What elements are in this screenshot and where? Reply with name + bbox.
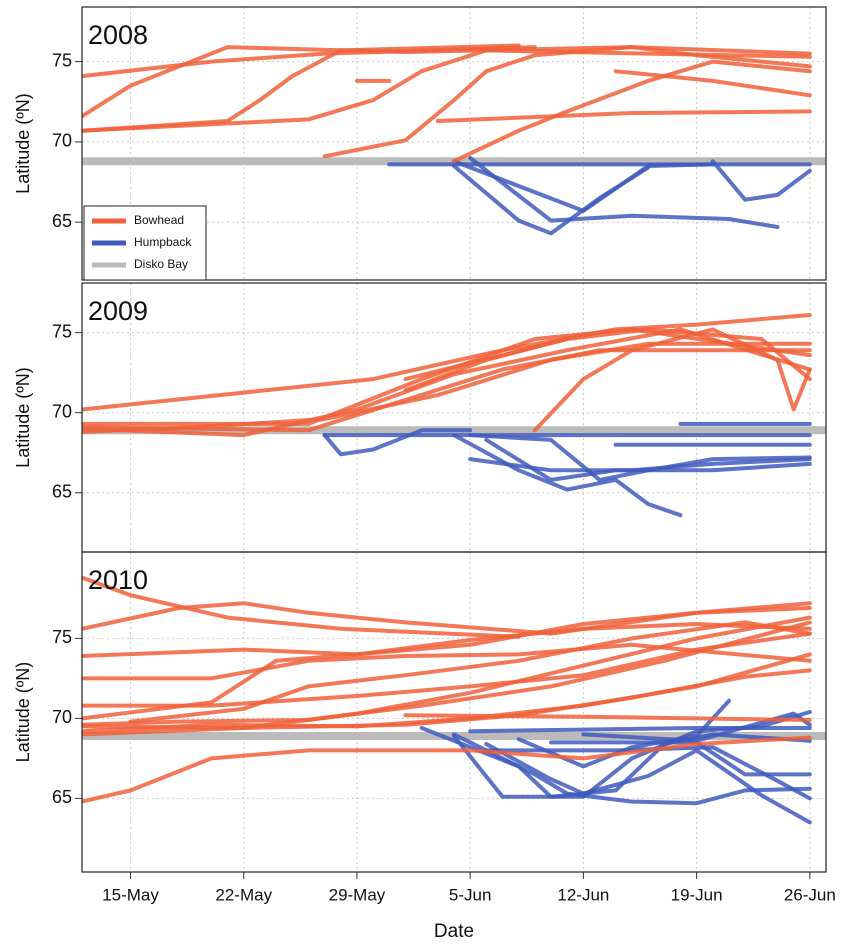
- track: [128, 620, 812, 724]
- panel-title: 2009: [88, 296, 148, 326]
- x-axis-label: Date: [434, 921, 474, 942]
- track: [468, 433, 812, 482]
- track: [484, 437, 812, 482]
- y-axis-label: Latitude (ºN): [13, 93, 33, 194]
- y-tick-label: 65: [52, 787, 72, 807]
- track: [82, 622, 812, 658]
- panel: 65 70 75 2009 Latitude (ºN): [13, 282, 827, 553]
- tracks: [82, 313, 826, 518]
- legend-label: Disko Bay: [134, 257, 188, 271]
- legend-label: Humpback: [134, 235, 192, 249]
- x-tick-label: 19-Jun: [671, 885, 723, 904]
- track: [82, 313, 812, 412]
- track: [322, 428, 473, 457]
- track: [452, 59, 812, 164]
- legend: Bowhead Humpback Disko Bay: [83, 205, 207, 281]
- x-tick-label: 15-May: [102, 885, 159, 904]
- track: [82, 341, 812, 434]
- track: [484, 745, 812, 801]
- track: [435, 109, 812, 123]
- track: [484, 742, 812, 825]
- y-tick-label: 70: [52, 401, 72, 421]
- y-tick-label: 75: [52, 627, 72, 647]
- x-tick-label: 5-Jun: [449, 885, 492, 904]
- track: [82, 620, 812, 727]
- panel-frame: [81, 551, 827, 873]
- track: [82, 45, 537, 79]
- x-tick-label: 12-Jun: [557, 885, 609, 904]
- track: [403, 337, 570, 382]
- tracks: [82, 575, 826, 825]
- track: [82, 48, 812, 133]
- track: [82, 735, 812, 804]
- x-tick-label: 26-Jun: [784, 885, 836, 904]
- track: [452, 732, 812, 806]
- y-tick-label: 70: [52, 131, 72, 151]
- track: [322, 45, 812, 159]
- track: [82, 606, 812, 721]
- panel: 15-May 22-May 29-May 5-Jun 12-Jun 19-Jun 26-Ju…: [13, 551, 836, 942]
- panel-frame: [81, 6, 827, 281]
- track: [82, 575, 521, 639]
- track: [403, 713, 812, 722]
- y-tick-label: 65: [52, 211, 72, 231]
- track: [549, 740, 812, 777]
- panel-title: 2010: [88, 565, 148, 595]
- y-axis-label: Latitude (ºN): [13, 367, 33, 468]
- track: [468, 726, 812, 734]
- track: [613, 69, 812, 98]
- y-tick-label: 75: [52, 50, 72, 70]
- track: [82, 43, 521, 133]
- x-tick-label: 22-May: [215, 885, 272, 904]
- legend-label: Bowhead: [134, 213, 184, 227]
- track: [710, 159, 812, 202]
- y-tick-label: 65: [52, 482, 72, 502]
- y-axis-label: Latitude (ºN): [13, 662, 33, 763]
- y-tick-label: 70: [52, 707, 72, 727]
- y-tick-label: 75: [52, 321, 72, 341]
- track: [452, 433, 683, 518]
- track: [452, 159, 715, 213]
- panel-title: 2008: [88, 20, 148, 50]
- track: [82, 327, 812, 438]
- track: [82, 642, 812, 681]
- track: [468, 156, 780, 229]
- x-tick-label: 29-May: [329, 885, 386, 904]
- track: [532, 327, 812, 433]
- panel: 65 70 75 2008 Latitude (ºN) Bowhead Humpback Di…: [13, 6, 827, 281]
- tracks: [82, 43, 826, 236]
